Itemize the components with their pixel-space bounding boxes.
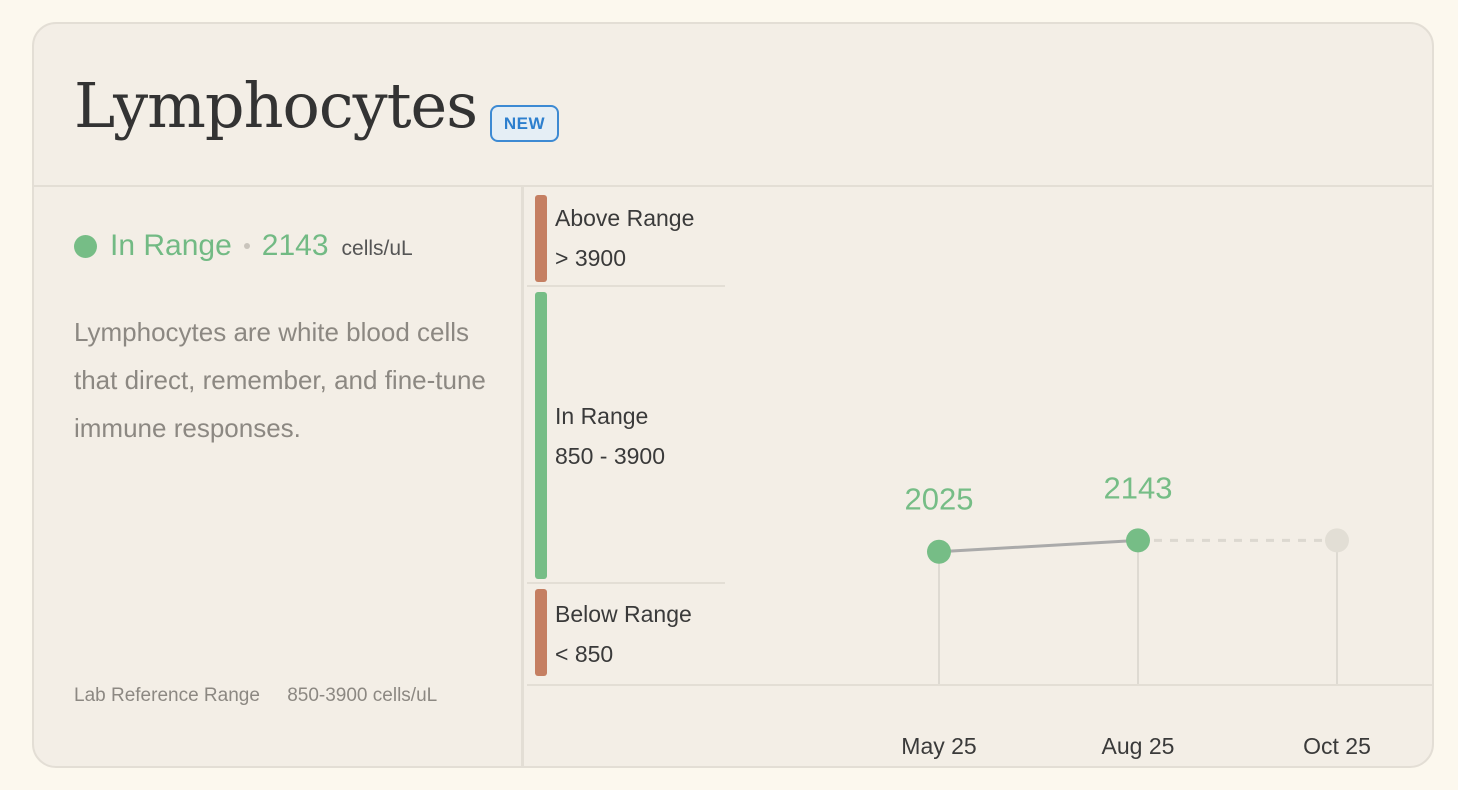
- range-band-above: Above Range > 3900: [527, 195, 725, 282]
- range-value-above: > 3900: [555, 245, 626, 271]
- range-bar-in: [535, 292, 547, 579]
- status-unit: cells/uL: [341, 237, 413, 260]
- range-divider: [527, 285, 725, 287]
- status-value: 2143: [261, 229, 329, 262]
- range-bar-below: [535, 589, 547, 676]
- reference-value: 850-3900 cells/uL: [287, 685, 438, 706]
- range-bar-above: [535, 195, 547, 282]
- range-band-in: In Range 850 - 3900: [527, 292, 725, 579]
- range-label-in: In Range: [555, 403, 649, 429]
- range-divider: [527, 582, 725, 584]
- series-line: [938, 538, 1139, 554]
- future-data-point: [1325, 528, 1349, 553]
- range-value-below: < 850: [555, 641, 614, 667]
- new-badge: NEW: [490, 105, 559, 142]
- data-point: [1126, 528, 1150, 553]
- range-label-below: Below Range: [555, 601, 692, 627]
- range-band-below: Below Range < 850: [527, 589, 725, 676]
- reference-range: Lab Reference Range 850-3900 cells/uL: [74, 685, 437, 707]
- status-dot-icon: [74, 234, 97, 258]
- page-title: Lymphocytes: [74, 69, 478, 142]
- reference-label: Lab Reference Range: [74, 685, 260, 706]
- x-tick-label: Oct 25: [1303, 733, 1371, 759]
- x-tick-label: May 25: [901, 733, 976, 759]
- range-label-above: Above Range: [555, 205, 695, 231]
- x-tick-label: Aug 25: [1102, 733, 1175, 759]
- chart-panel: Above Range > 3900 In Range 850 - 3900 B…: [527, 187, 1432, 766]
- data-label: 2025: [905, 482, 974, 517]
- data-point: [927, 539, 951, 564]
- card-header: Lymphocytes NEW: [34, 24, 1432, 187]
- data-label: 2143: [1104, 470, 1173, 505]
- biomarker-card: Lymphocytes NEW In Range 2143 cells/uL L…: [32, 22, 1434, 768]
- status-label: In Range: [110, 229, 232, 262]
- x-axis-line: [527, 684, 1432, 686]
- description-text: Lymphocytes are white blood cells that d…: [74, 317, 486, 443]
- status-row: In Range 2143 cells/uL: [74, 229, 413, 263]
- range-value-in: 850 - 3900: [555, 443, 665, 469]
- trend-chart: 2025 2143 May 25 Aug 25 Oct 25: [901, 470, 1371, 759]
- summary-panel: In Range 2143 cells/uL Lymphocytes are w…: [34, 187, 524, 766]
- separator-dot-icon: [243, 243, 250, 249]
